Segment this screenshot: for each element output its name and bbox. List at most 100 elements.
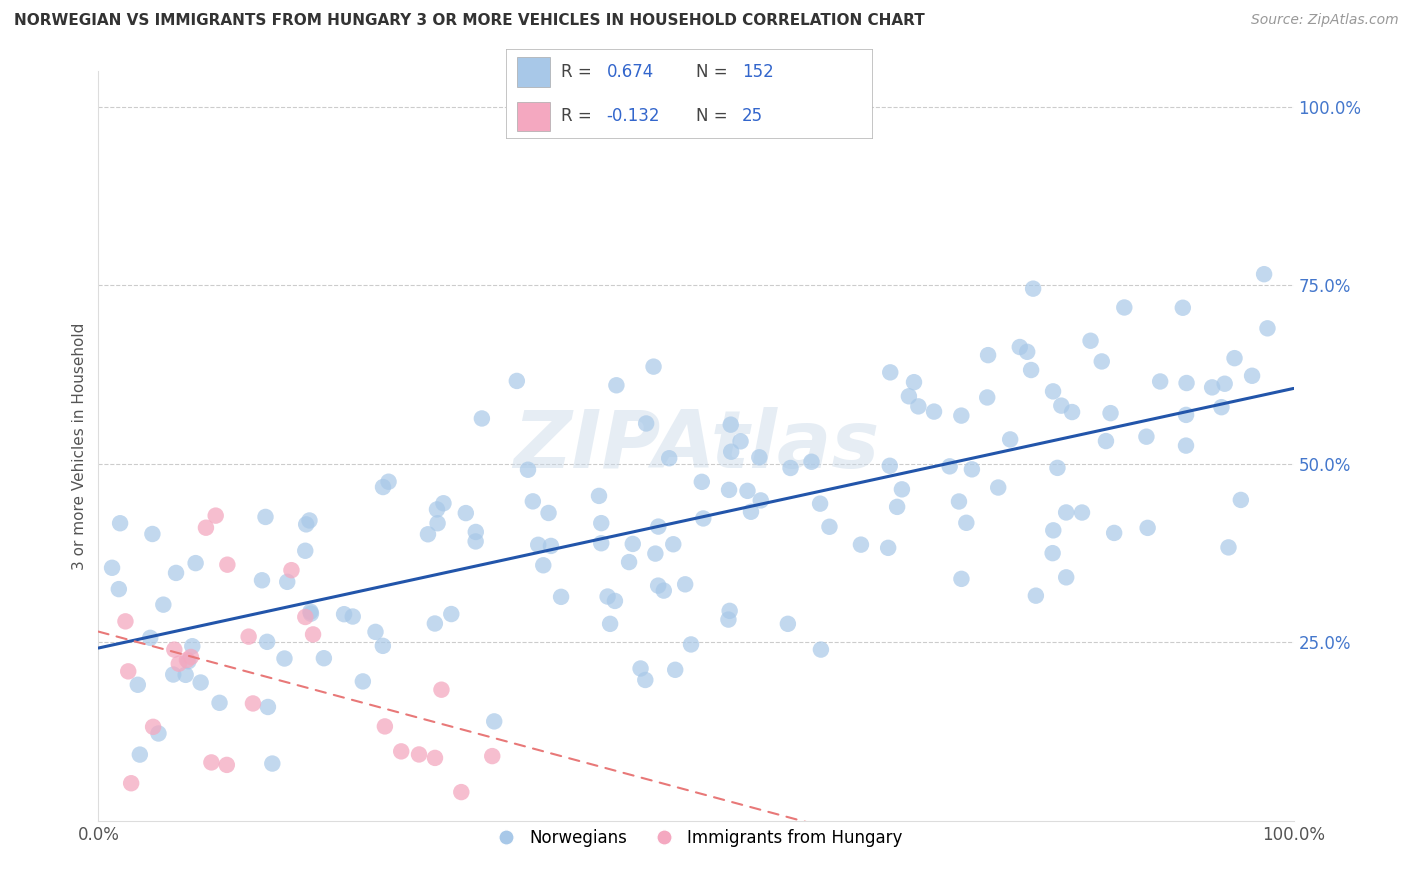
Point (987, 481, 1010, 495)
Point (1060, 405, 1083, 419)
FancyBboxPatch shape (517, 102, 550, 131)
Point (1025, 589, 1047, 603)
Point (141, 527, 163, 541)
Point (527, 538, 550, 552)
Point (299, 605, 322, 619)
Point (377, 475, 399, 489)
Point (1175, 439, 1198, 453)
Point (810, 642, 832, 657)
Point (890, 483, 912, 497)
Point (720, 417, 742, 432)
Point (955, 516, 977, 530)
Point (634, 673, 657, 687)
Point (737, 483, 759, 498)
Point (849, 538, 872, 552)
Point (948, 494, 970, 508)
Point (162, 667, 184, 681)
Point (262, 756, 284, 771)
Point (630, 661, 652, 675)
Point (117, 665, 139, 679)
Point (879, 458, 901, 473)
Point (1042, 384, 1064, 399)
Point (342, 609, 364, 624)
Point (1054, 570, 1077, 584)
Point (1102, 525, 1125, 540)
Text: 25: 25 (742, 107, 763, 126)
Point (257, 700, 280, 714)
Point (273, 651, 295, 665)
Text: N =: N = (696, 107, 733, 126)
Point (364, 624, 387, 639)
Text: N =: N = (696, 62, 733, 81)
Point (599, 616, 621, 631)
Point (1042, 546, 1064, 560)
Point (454, 506, 477, 520)
Point (673, 577, 696, 591)
Point (1201, 380, 1223, 394)
Point (658, 451, 681, 466)
Point (647, 519, 669, 533)
Point (276, 574, 298, 589)
Point (426, 502, 449, 516)
Point (960, 462, 983, 476)
Point (177, 654, 200, 668)
Point (537, 506, 560, 520)
Point (591, 516, 613, 530)
Point (692, 511, 714, 525)
Point (588, 489, 610, 503)
Point (1175, 408, 1198, 422)
Text: NORWEGIAN VS IMMIGRANTS FROM HUNGARY 3 OR MORE VEHICLES IN HOUSEHOLD CORRELATION: NORWEGIAN VS IMMIGRANTS FROM HUNGARY 3 O… (14, 13, 925, 29)
Point (165, 566, 187, 580)
Point (1050, 399, 1073, 413)
Point (748, 450, 770, 465)
Point (148, 726, 170, 740)
Point (101, 561, 124, 575)
Point (333, 607, 356, 622)
Point (389, 744, 412, 758)
Point (426, 516, 449, 531)
Point (174, 668, 197, 682)
Point (471, 411, 494, 425)
Point (242, 697, 264, 711)
Point (371, 639, 394, 653)
Point (1149, 375, 1171, 389)
Point (430, 682, 453, 697)
Point (718, 604, 741, 618)
Point (643, 359, 665, 374)
Text: -0.132: -0.132 (607, 107, 661, 126)
Point (294, 543, 316, 558)
Text: ZIPAtlas: ZIPAtlas (513, 407, 879, 485)
Point (977, 348, 1000, 362)
Point (200, 756, 222, 770)
Point (142, 720, 165, 734)
Point (176, 653, 198, 667)
Point (371, 480, 394, 494)
Text: 152: 152 (742, 62, 773, 81)
Point (808, 497, 831, 511)
Point (1042, 524, 1064, 538)
Point (621, 537, 644, 551)
Point (1241, 368, 1264, 383)
Point (152, 598, 174, 612)
Point (184, 556, 207, 570)
Point (180, 650, 202, 665)
Point (540, 539, 562, 553)
Text: R =: R = (561, 62, 598, 81)
Point (1019, 363, 1042, 377)
Point (450, 785, 472, 799)
Point (647, 579, 669, 593)
Point (976, 391, 998, 405)
Point (644, 547, 666, 561)
Point (352, 674, 374, 689)
Point (1046, 461, 1069, 475)
Point (690, 475, 713, 489)
Point (877, 541, 900, 555)
Point (127, 678, 149, 692)
Point (938, 459, 960, 474)
Point (254, 510, 277, 524)
Point (1218, 541, 1240, 555)
Point (749, 493, 772, 508)
Point (720, 444, 742, 458)
Point (294, 610, 316, 624)
Point (464, 524, 486, 539)
